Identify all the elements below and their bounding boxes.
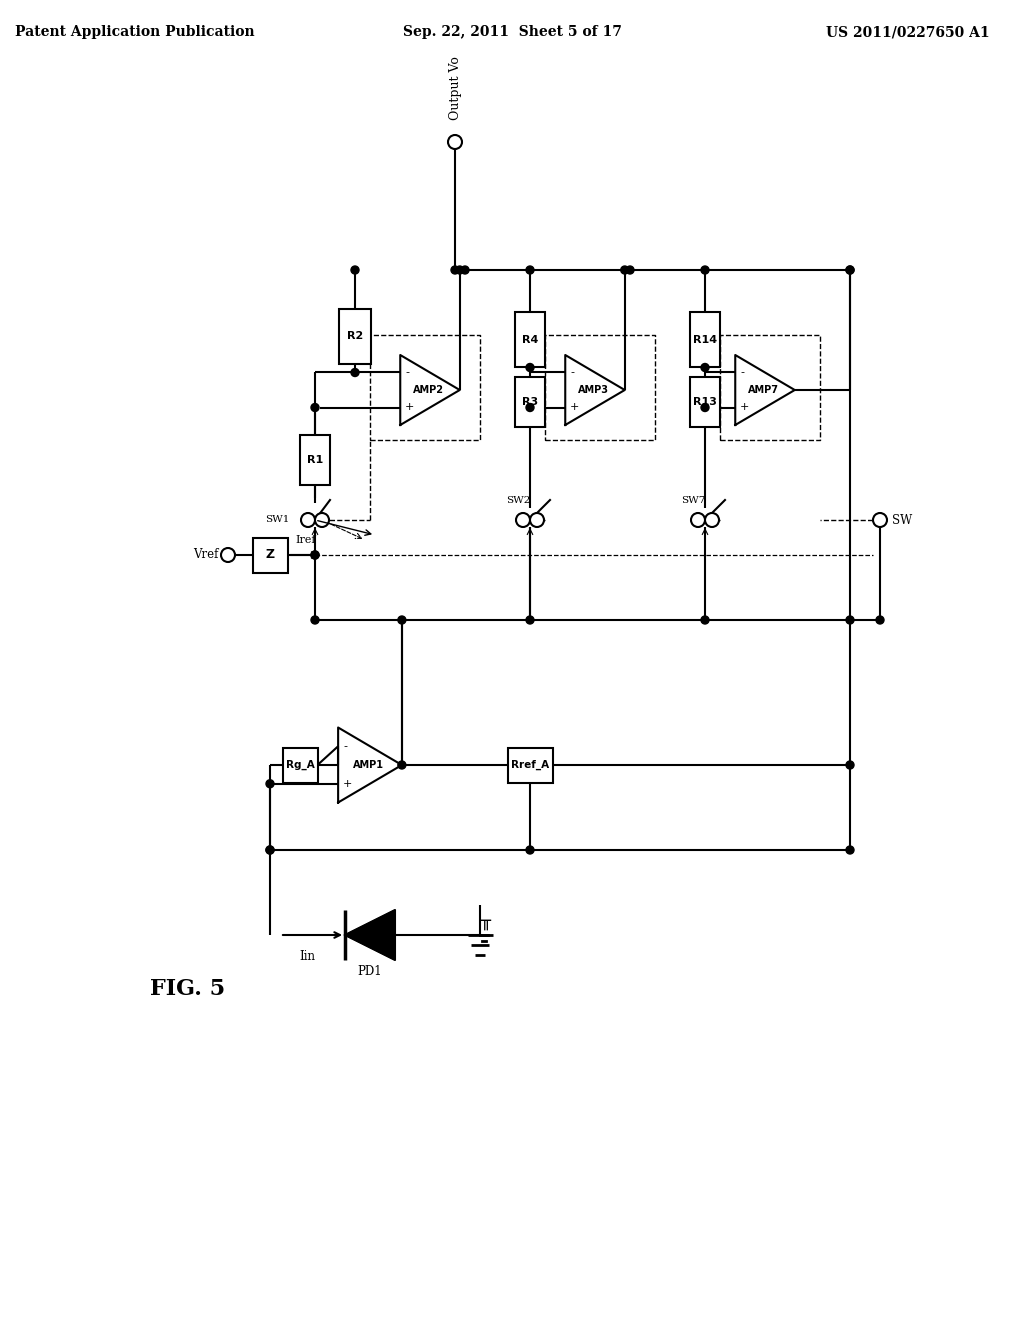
FancyBboxPatch shape <box>690 378 720 428</box>
Text: AMP2: AMP2 <box>413 385 443 395</box>
Circle shape <box>398 616 406 624</box>
Text: R1: R1 <box>307 455 324 465</box>
FancyBboxPatch shape <box>690 313 720 367</box>
Circle shape <box>301 513 315 527</box>
Circle shape <box>461 267 469 275</box>
Circle shape <box>701 404 709 412</box>
Text: R4: R4 <box>522 335 539 345</box>
Circle shape <box>621 267 629 275</box>
Circle shape <box>221 548 234 562</box>
Circle shape <box>516 513 530 527</box>
Text: US 2011/0227650 A1: US 2011/0227650 A1 <box>826 25 990 40</box>
Text: Patent Application Publication: Patent Application Publication <box>15 25 255 40</box>
Text: R2: R2 <box>347 331 364 342</box>
Circle shape <box>311 550 319 558</box>
Circle shape <box>526 404 534 412</box>
Text: +: + <box>406 403 415 412</box>
Text: -: - <box>740 367 744 378</box>
FancyBboxPatch shape <box>508 747 553 783</box>
Circle shape <box>311 550 319 558</box>
FancyBboxPatch shape <box>283 747 317 783</box>
Circle shape <box>701 363 709 371</box>
Circle shape <box>266 780 274 788</box>
Circle shape <box>311 616 319 624</box>
Text: Rg_A: Rg_A <box>286 760 314 770</box>
Circle shape <box>846 267 854 275</box>
Circle shape <box>526 267 534 275</box>
Polygon shape <box>400 355 460 425</box>
Text: R13: R13 <box>693 397 717 408</box>
FancyBboxPatch shape <box>515 378 545 428</box>
Circle shape <box>266 846 274 854</box>
Text: SW2: SW2 <box>506 496 530 506</box>
Text: AMP1: AMP1 <box>352 760 384 770</box>
Text: SW: SW <box>892 513 912 527</box>
Circle shape <box>451 267 459 275</box>
Text: -: - <box>343 742 347 751</box>
Text: Iref: Iref <box>295 535 315 545</box>
Text: R14: R14 <box>693 335 717 345</box>
Polygon shape <box>565 355 625 425</box>
Circle shape <box>701 267 709 275</box>
Circle shape <box>456 267 464 275</box>
Circle shape <box>846 616 854 624</box>
Circle shape <box>873 513 887 527</box>
Text: Rref_A: Rref_A <box>511 760 549 770</box>
FancyBboxPatch shape <box>300 436 330 484</box>
Circle shape <box>266 846 274 854</box>
FancyBboxPatch shape <box>253 537 288 573</box>
Circle shape <box>846 846 854 854</box>
Circle shape <box>449 135 462 149</box>
Circle shape <box>626 267 634 275</box>
Circle shape <box>526 846 534 854</box>
Circle shape <box>311 404 319 412</box>
Text: ╥: ╥ <box>480 912 490 931</box>
FancyBboxPatch shape <box>339 309 371 364</box>
Text: +: + <box>343 779 352 789</box>
Circle shape <box>351 267 359 275</box>
Circle shape <box>398 762 406 770</box>
Text: FIG. 5: FIG. 5 <box>150 978 225 1001</box>
Circle shape <box>846 267 854 275</box>
Text: Iin: Iin <box>299 950 315 964</box>
Circle shape <box>351 368 359 376</box>
Text: Sep. 22, 2011  Sheet 5 of 17: Sep. 22, 2011 Sheet 5 of 17 <box>402 25 622 40</box>
Circle shape <box>315 513 329 527</box>
Text: PD1: PD1 <box>357 965 382 978</box>
Circle shape <box>530 513 544 527</box>
Polygon shape <box>345 909 395 960</box>
Text: SW1: SW1 <box>265 516 290 524</box>
Polygon shape <box>338 727 401 803</box>
FancyBboxPatch shape <box>515 313 545 367</box>
Text: +: + <box>740 403 750 412</box>
Text: SW7: SW7 <box>681 496 706 506</box>
Text: Vref: Vref <box>193 549 218 561</box>
Circle shape <box>846 762 854 770</box>
Text: AMP3: AMP3 <box>578 385 608 395</box>
Circle shape <box>526 616 534 624</box>
Circle shape <box>526 363 534 371</box>
Text: Z: Z <box>265 549 274 561</box>
Text: AMP7: AMP7 <box>748 385 778 395</box>
Text: +: + <box>570 403 580 412</box>
Circle shape <box>701 616 709 624</box>
Text: -: - <box>570 367 574 378</box>
Circle shape <box>691 513 705 527</box>
Polygon shape <box>735 355 795 425</box>
Circle shape <box>876 616 884 624</box>
Text: R3: R3 <box>522 397 538 408</box>
Circle shape <box>705 513 719 527</box>
Text: -: - <box>406 367 410 378</box>
Text: Output Vo: Output Vo <box>449 57 462 120</box>
